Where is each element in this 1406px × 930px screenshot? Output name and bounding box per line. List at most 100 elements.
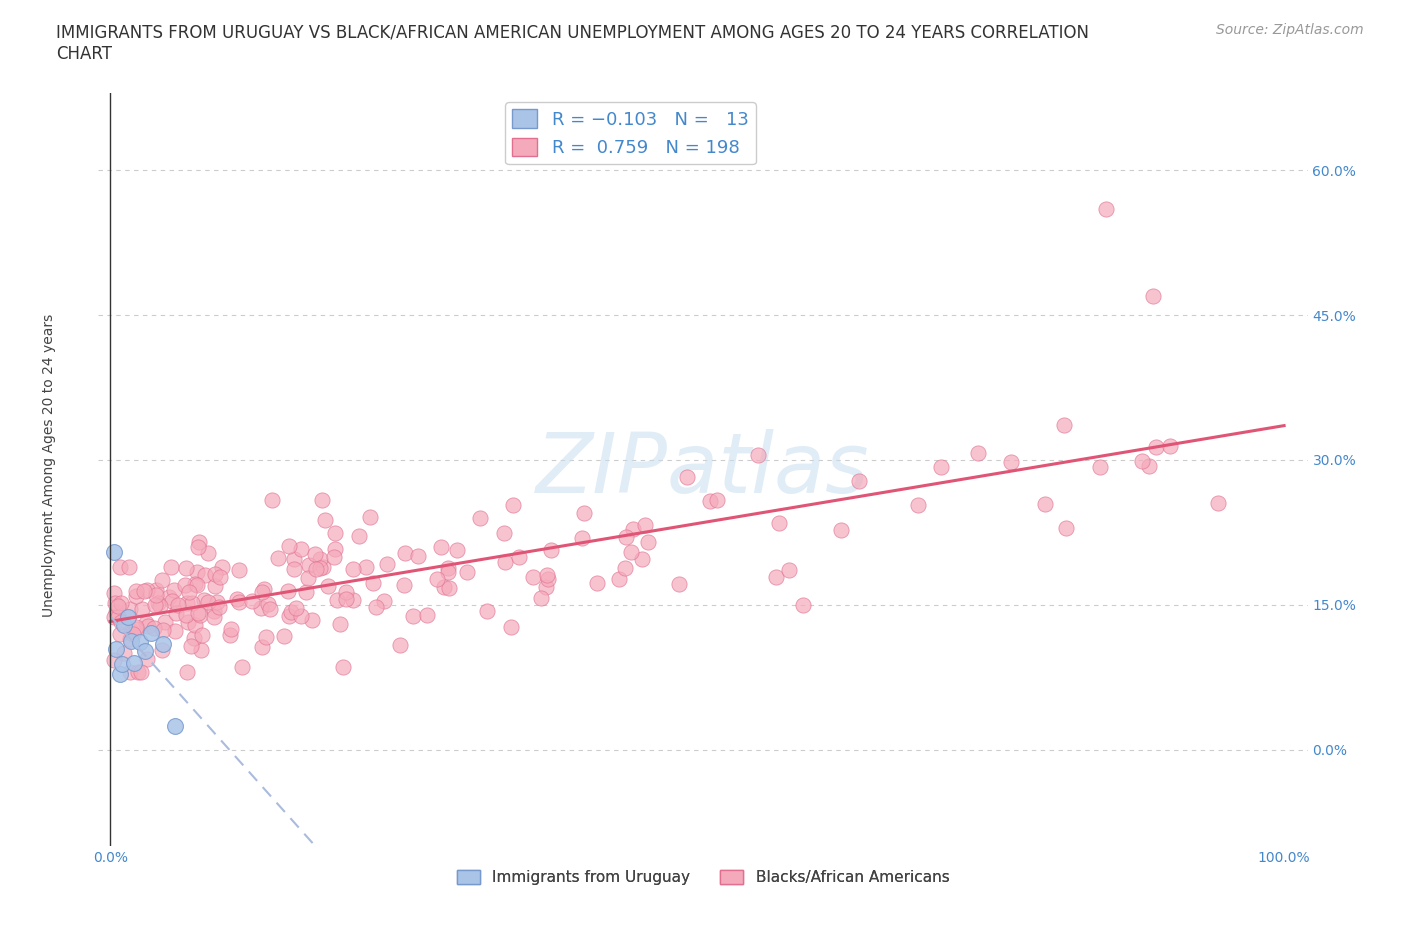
Point [392, 578, 415, 592]
Point [152, 623, 174, 638]
Point [134, 644, 156, 658]
Point [125, 583, 148, 598]
Point [162, 594, 184, 609]
Point [437, 565, 460, 579]
Point [290, 542, 312, 557]
Point [204, 578, 226, 593]
Point [177, 584, 200, 599]
Point [1208, 495, 1230, 510]
Point [190, 643, 212, 658]
Point [112, 645, 135, 660]
Point [312, 560, 335, 575]
Point [122, 656, 145, 671]
Text: IMMIGRANTS FROM URUGUAY VS BLACK/AFRICAN AMERICAN UNEMPLOYMENT AMONG AGES 20 TO : IMMIGRANTS FROM URUGUAY VS BLACK/AFRICAN… [56, 23, 1090, 41]
Point [107, 609, 129, 624]
Point [1054, 521, 1077, 536]
Point [108, 666, 131, 681]
Point [456, 565, 478, 579]
Point [571, 531, 593, 546]
Point [165, 605, 187, 620]
Point [125, 621, 148, 636]
Point [143, 621, 166, 636]
Point [163, 718, 186, 733]
Point [121, 627, 143, 642]
Point [323, 541, 346, 556]
Point [228, 563, 250, 578]
Point [328, 617, 350, 631]
Point [285, 601, 308, 616]
Point [112, 618, 135, 632]
Text: ZIPatlas: ZIPatlas [536, 429, 870, 511]
Point [706, 493, 728, 508]
Point [231, 659, 253, 674]
Point [103, 585, 125, 600]
Point [186, 578, 208, 592]
Point [676, 470, 699, 485]
Point [1142, 288, 1164, 303]
Point [290, 608, 312, 623]
Point [301, 613, 323, 628]
Point [141, 625, 163, 640]
Point [103, 610, 125, 625]
Point [163, 583, 186, 598]
Point [250, 640, 273, 655]
Point [197, 545, 219, 560]
Point [176, 596, 198, 611]
Point [117, 609, 139, 624]
Point [188, 535, 211, 550]
Point [194, 567, 217, 582]
Text: Source: ZipAtlas.com: Source: ZipAtlas.com [1216, 23, 1364, 37]
Point [202, 610, 225, 625]
Point [373, 593, 395, 608]
Point [211, 560, 233, 575]
Point [314, 513, 336, 528]
Point [240, 593, 263, 608]
Point [430, 539, 453, 554]
Point [186, 565, 208, 580]
Point [103, 544, 125, 559]
Point [468, 511, 491, 525]
Point [394, 546, 416, 561]
Point [283, 551, 305, 566]
Point [278, 609, 301, 624]
Point [540, 542, 562, 557]
Point [208, 600, 231, 615]
Point [150, 573, 173, 588]
Point [181, 596, 204, 611]
Point [165, 624, 187, 639]
Point [273, 629, 295, 644]
Point [118, 560, 141, 575]
Point [668, 577, 690, 591]
Point [326, 592, 349, 607]
Point [530, 591, 553, 605]
Point [228, 594, 250, 609]
Point [105, 604, 128, 619]
Point [614, 530, 637, 545]
Point [110, 627, 132, 642]
Point [614, 560, 637, 575]
Point [150, 642, 173, 657]
Point [437, 581, 460, 596]
Point [254, 630, 277, 644]
Point [103, 652, 125, 667]
Point [176, 665, 198, 680]
Point [280, 604, 302, 619]
Point [132, 583, 155, 598]
Point [630, 551, 652, 566]
Point [364, 600, 387, 615]
Point [536, 567, 558, 582]
Point [586, 576, 609, 591]
Point [332, 659, 354, 674]
Point [347, 528, 370, 543]
Point [830, 523, 852, 538]
Point [494, 555, 516, 570]
Point [1146, 440, 1168, 455]
Point [197, 595, 219, 610]
Point [537, 572, 560, 587]
Point [305, 561, 328, 576]
Point [105, 642, 128, 657]
Point [437, 561, 460, 576]
Point [309, 552, 332, 567]
Point [204, 566, 226, 581]
Point [111, 657, 134, 671]
